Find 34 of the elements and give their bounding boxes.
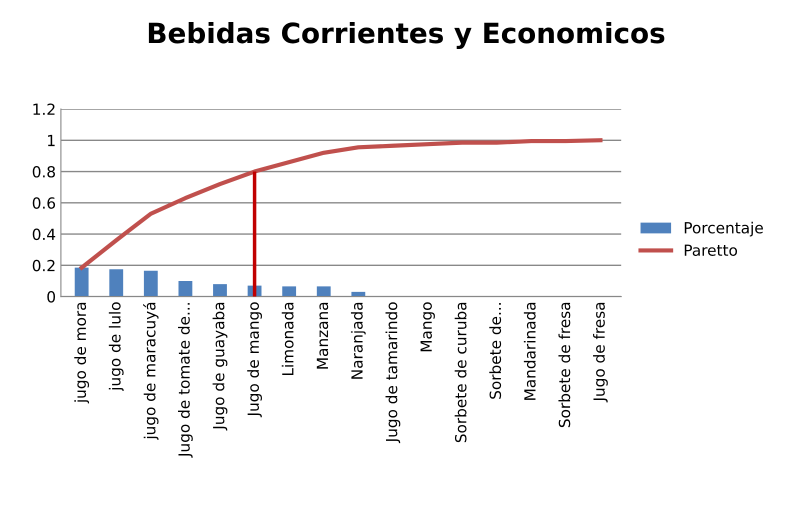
y-tick-label: 0.2 — [32, 260, 55, 272]
x-tick-label: Sorbete de curuba — [454, 302, 467, 442]
bar — [109, 269, 124, 297]
legend-label: Porcentaje — [684, 222, 763, 236]
x-tick-label: Manzana — [316, 302, 328, 369]
bar — [213, 284, 227, 297]
line-series — [80, 138, 603, 270]
y-tick-label: 0 — [47, 291, 56, 303]
x-tick-label: Naranjada — [350, 302, 366, 379]
bar — [282, 286, 296, 297]
y-tick-label: 1.2 — [33, 103, 55, 115]
bar — [74, 268, 89, 297]
x-tick-label: Jugo de guayaba — [212, 302, 228, 431]
x-tick-label: Mango — [420, 302, 435, 352]
x-tick-label: Limonada — [282, 302, 294, 376]
x-tick-label: jugo de mora — [74, 302, 90, 404]
chart-title: Bebidas Corrientes y Economicos — [148, 22, 664, 50]
bar — [144, 270, 158, 297]
x-tick-label: Mandarinada — [524, 302, 536, 400]
x-tick-label: Sorbete de... — [489, 303, 502, 399]
x-tick-label: Jugo de tomate de... — [178, 303, 193, 458]
bar — [316, 286, 331, 297]
x-tick-label: jugo de maracuyá — [143, 302, 159, 440]
y-tick-label: 0.6 — [32, 197, 56, 209]
bar — [178, 280, 192, 297]
legend-label: Paretto — [684, 244, 738, 256]
y-tick-label: 0.8 — [32, 166, 55, 178]
y-tick-label: 1 — [48, 134, 55, 146]
x-tick-label: jugo de lulo — [108, 302, 124, 392]
x-tick-label: Jugo de fresa — [593, 302, 608, 402]
x-tick-label: Sorbete de fresa — [558, 302, 570, 428]
x-tick-label: Jugo de mango — [247, 302, 262, 418]
x-tick-label: Jugo de tamarindo — [386, 302, 400, 444]
y-tick-label: 0.4 — [32, 228, 56, 240]
